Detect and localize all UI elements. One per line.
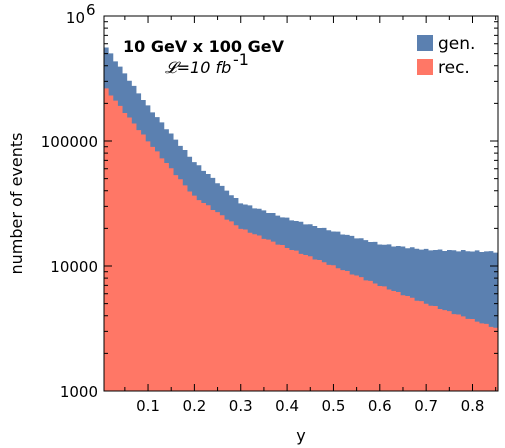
y-tick-label: 10000 (50, 258, 98, 276)
legend-label-rec: rec. (438, 58, 470, 78)
y-tick-label: 10 (66, 9, 85, 27)
x-axis-label: y (296, 426, 305, 445)
x-tick-label: 0.7 (414, 397, 438, 415)
plot-frame (103, 15, 499, 392)
y-tick-label: 1000 (60, 383, 98, 401)
luminosity-exponent: -1 (233, 50, 249, 69)
legend-label-gen: gen. (438, 34, 475, 54)
legend-swatch-gen (417, 35, 433, 51)
luminosity-label: 𝓛=10 fb (165, 58, 231, 77)
legend: gen. rec. (417, 34, 475, 78)
legend-swatch-rec (417, 59, 433, 75)
x-tick-label: 0.4 (275, 397, 299, 415)
x-tick-label: 0.1 (136, 397, 160, 415)
x-tick-label: 0.3 (229, 397, 253, 415)
x-tick-label: 0.2 (182, 397, 206, 415)
x-tick-label: 0.6 (368, 397, 392, 415)
x-tick-label: 0.5 (322, 397, 346, 415)
y-tick-label: 100000 (41, 133, 98, 151)
y-tick-label-exponent: 6 (86, 1, 96, 19)
x-tick-label: 0.8 (461, 397, 485, 415)
y-axis-label: number of events (7, 133, 26, 275)
series-rec-histogram (104, 88, 498, 391)
chart-title: 10 GeV x 100 GeV (123, 37, 285, 56)
